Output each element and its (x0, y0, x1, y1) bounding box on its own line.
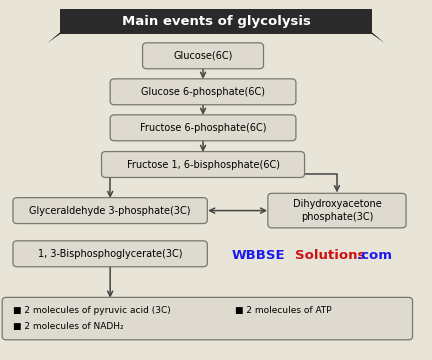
Text: .com: .com (356, 249, 392, 262)
Text: Glyceraldehyde 3-phosphate(3C): Glyceraldehyde 3-phosphate(3C) (29, 206, 191, 216)
Text: Glucose(6C): Glucose(6C) (173, 51, 233, 61)
Text: ■ 2 molecules of pyruvic acid (3C): ■ 2 molecules of pyruvic acid (3C) (13, 306, 171, 315)
FancyBboxPatch shape (102, 152, 305, 177)
Text: Fructose 6-phosphate(6C): Fructose 6-phosphate(6C) (140, 123, 266, 133)
Text: ■ 2 molecules of NADH₂: ■ 2 molecules of NADH₂ (13, 322, 124, 331)
FancyBboxPatch shape (110, 115, 296, 141)
Polygon shape (372, 32, 384, 43)
FancyBboxPatch shape (60, 9, 372, 34)
Text: ■ 2 molecules of ATP: ■ 2 molecules of ATP (235, 306, 332, 315)
FancyBboxPatch shape (268, 193, 406, 228)
FancyBboxPatch shape (13, 241, 207, 267)
Text: WBBSE: WBBSE (231, 249, 285, 262)
FancyBboxPatch shape (110, 79, 296, 105)
Text: Fructose 1, 6-bisphosphate(6C): Fructose 1, 6-bisphosphate(6C) (127, 159, 280, 170)
Text: Main events of glycolysis: Main events of glycolysis (121, 15, 311, 28)
Text: Glucose 6-phosphate(6C): Glucose 6-phosphate(6C) (141, 87, 265, 97)
FancyBboxPatch shape (143, 43, 264, 69)
Text: Solutions: Solutions (295, 249, 365, 262)
FancyBboxPatch shape (13, 198, 207, 224)
Polygon shape (48, 32, 60, 43)
Text: 1, 3-Bisphosphoglycerate(3C): 1, 3-Bisphosphoglycerate(3C) (38, 249, 182, 259)
FancyBboxPatch shape (2, 297, 413, 340)
Text: Dihydroxyacetone
phosphate(3C): Dihydroxyacetone phosphate(3C) (292, 199, 381, 222)
